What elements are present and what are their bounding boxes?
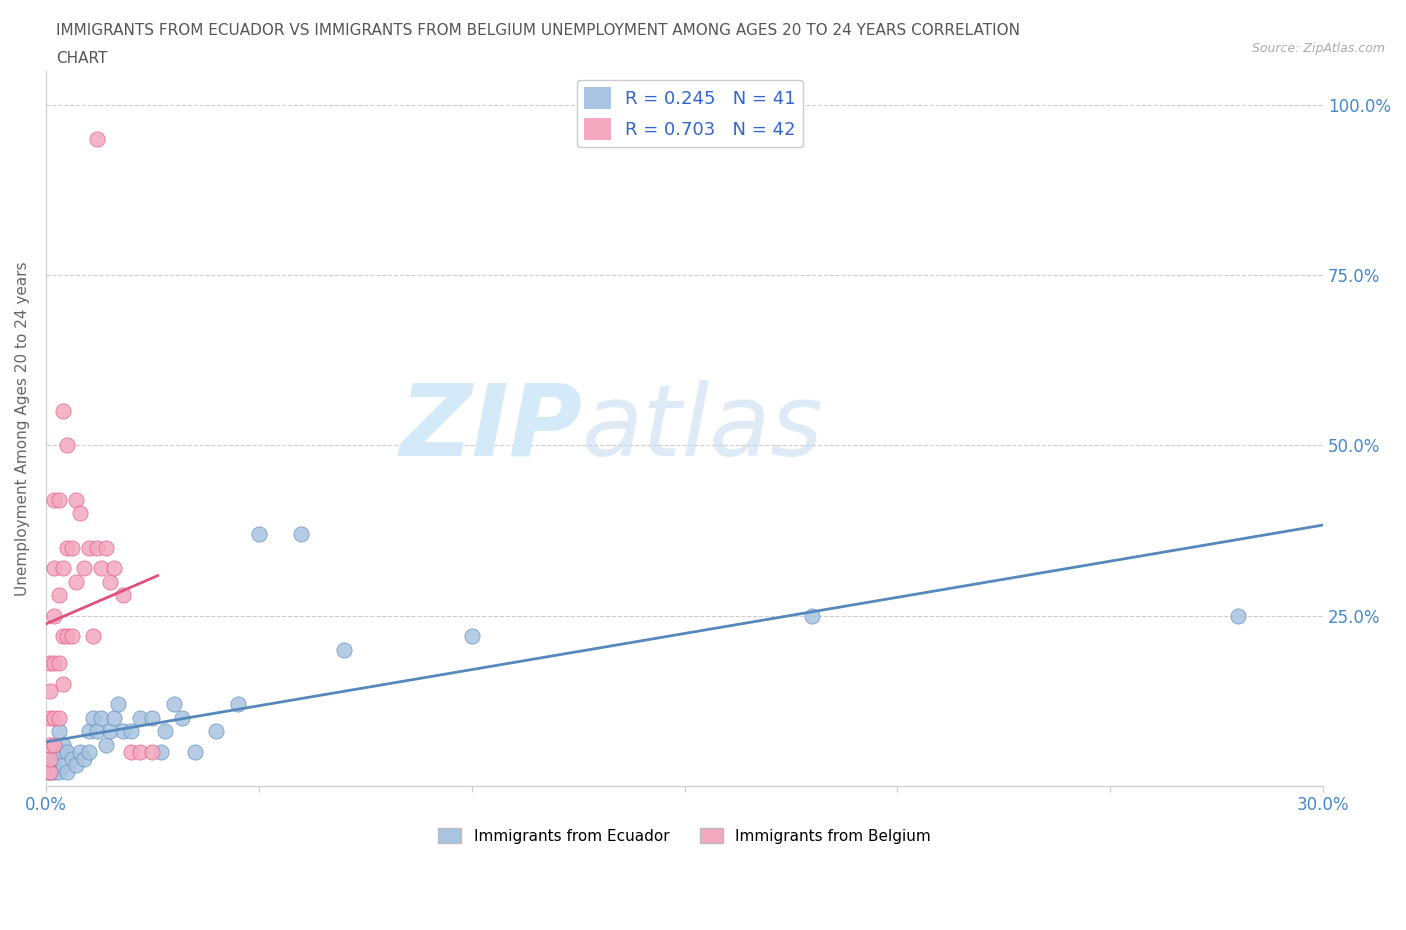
Point <box>39 764 62 779</box>
Point <box>52 404 75 418</box>
Point <box>48 493 70 508</box>
Point <box>44 561 66 576</box>
Point <box>1227 608 1250 623</box>
Point <box>39 758 62 773</box>
Point <box>60 751 83 766</box>
Point <box>48 724 70 738</box>
Point <box>205 724 228 738</box>
Point <box>226 697 249 711</box>
Point <box>48 744 70 759</box>
Point <box>141 711 163 725</box>
Point <box>48 764 70 779</box>
Point <box>69 506 91 521</box>
Point <box>120 744 142 759</box>
Point <box>60 540 83 555</box>
Point <box>69 744 91 759</box>
Point <box>94 540 117 555</box>
Point <box>103 561 125 576</box>
Point <box>52 629 75 644</box>
Point <box>39 764 62 779</box>
Point <box>77 540 100 555</box>
Point <box>56 540 79 555</box>
Point <box>86 131 108 146</box>
Point <box>73 751 96 766</box>
Point <box>44 656 66 671</box>
Point <box>65 493 87 508</box>
Point <box>44 493 66 508</box>
Text: Source: ZipAtlas.com: Source: ZipAtlas.com <box>1251 42 1385 55</box>
Point <box>90 711 112 725</box>
Point <box>247 526 270 541</box>
Point <box>48 588 70 603</box>
Point <box>128 744 150 759</box>
Point <box>77 724 100 738</box>
Point <box>290 526 312 541</box>
Point <box>801 608 824 623</box>
Point <box>82 629 104 644</box>
Text: atlas: atlas <box>582 379 824 477</box>
Point <box>52 676 75 691</box>
Point <box>172 711 194 725</box>
Point <box>48 656 70 671</box>
Point <box>460 629 482 644</box>
Point <box>44 764 66 779</box>
Point <box>149 744 172 759</box>
Point <box>163 697 186 711</box>
Point <box>39 656 62 671</box>
Point <box>111 588 134 603</box>
Point <box>103 711 125 725</box>
Point <box>86 724 108 738</box>
Point <box>44 751 66 766</box>
Point <box>56 629 79 644</box>
Point <box>37 764 59 779</box>
Text: ZIP: ZIP <box>399 379 582 477</box>
Point <box>128 711 150 725</box>
Point <box>44 737 66 752</box>
Point <box>111 724 134 738</box>
Text: CHART: CHART <box>56 51 108 66</box>
Point <box>52 561 75 576</box>
Point <box>44 711 66 725</box>
Text: IMMIGRANTS FROM ECUADOR VS IMMIGRANTS FROM BELGIUM UNEMPLOYMENT AMONG AGES 20 TO: IMMIGRANTS FROM ECUADOR VS IMMIGRANTS FR… <box>56 23 1021 38</box>
Point <box>120 724 142 738</box>
Legend: Immigrants from Ecuador, Immigrants from Belgium: Immigrants from Ecuador, Immigrants from… <box>432 821 936 850</box>
Point <box>44 608 66 623</box>
Point <box>39 737 62 752</box>
Point <box>39 711 62 725</box>
Point <box>56 744 79 759</box>
Point <box>333 643 356 658</box>
Point <box>39 751 62 766</box>
Point <box>56 438 79 453</box>
Point <box>73 561 96 576</box>
Point <box>39 684 62 698</box>
Point <box>98 724 121 738</box>
Point <box>153 724 176 738</box>
Point <box>184 744 207 759</box>
Y-axis label: Unemployment Among Ages 20 to 24 years: Unemployment Among Ages 20 to 24 years <box>15 261 30 596</box>
Point <box>98 574 121 589</box>
Point <box>65 758 87 773</box>
Point <box>52 758 75 773</box>
Point <box>90 561 112 576</box>
Point <box>86 540 108 555</box>
Point <box>94 737 117 752</box>
Point <box>141 744 163 759</box>
Point <box>77 744 100 759</box>
Point <box>107 697 129 711</box>
Point <box>56 764 79 779</box>
Point <box>52 737 75 752</box>
Point <box>65 574 87 589</box>
Point <box>82 711 104 725</box>
Point <box>60 629 83 644</box>
Point <box>48 711 70 725</box>
